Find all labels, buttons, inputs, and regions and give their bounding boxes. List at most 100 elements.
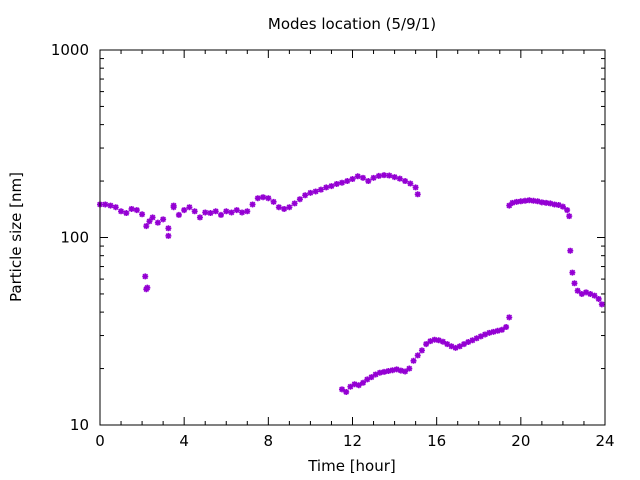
data-point [503, 324, 510, 331]
data-point [239, 209, 246, 216]
data-point [410, 357, 417, 364]
data-point [431, 336, 438, 343]
data-point [393, 366, 400, 373]
data-point [435, 337, 442, 344]
x-axis-label: Time [hour] [307, 457, 396, 475]
data-point [571, 280, 578, 287]
data-point [530, 197, 537, 204]
data-point [385, 368, 392, 375]
data-point [506, 314, 513, 321]
data-point [381, 172, 388, 179]
data-point [423, 341, 430, 348]
data-point [244, 208, 251, 215]
data-point [506, 202, 513, 209]
data-point [118, 208, 125, 215]
data-point [406, 365, 413, 372]
data-point [368, 374, 375, 381]
data-point [165, 225, 172, 232]
data-point [323, 184, 330, 191]
data-point [165, 232, 172, 239]
data-point [281, 205, 288, 212]
data-point [338, 179, 345, 186]
data-point [498, 326, 505, 333]
data-point [482, 331, 489, 338]
data-point [270, 198, 277, 205]
x-tick-label: 12 [343, 432, 362, 450]
data-point [360, 379, 367, 386]
data-point [381, 368, 388, 375]
data-point [547, 200, 554, 207]
data-point [349, 176, 356, 183]
x-tick-label: 16 [427, 432, 446, 450]
x-tick-label: 20 [511, 432, 530, 450]
data-point [344, 178, 351, 185]
data-point [144, 284, 151, 291]
data-point [486, 329, 493, 336]
data-point [465, 339, 472, 346]
data-point [207, 210, 214, 217]
data-point [343, 388, 350, 395]
data-point [175, 211, 182, 218]
data-point [291, 200, 298, 207]
data-point [543, 199, 550, 206]
data-point [427, 338, 434, 345]
data-point [469, 337, 476, 344]
y-tick-label: 1000 [51, 41, 89, 59]
data-point [407, 180, 414, 187]
data-point [160, 216, 167, 223]
data-point [312, 188, 319, 195]
x-tick-label: 8 [264, 432, 274, 450]
data-point [347, 383, 354, 390]
data-point [578, 290, 585, 297]
data-point [583, 289, 590, 296]
data-point [473, 335, 480, 342]
y-tick-label: 100 [60, 229, 89, 247]
data-point [587, 290, 594, 297]
data-point [414, 352, 421, 359]
data-point [265, 195, 272, 202]
data-point [477, 333, 484, 340]
plot-frame [99, 49, 606, 426]
x-tick-label: 0 [95, 432, 105, 450]
data-point [376, 369, 383, 376]
y-axis: 10 100 1000 [51, 41, 605, 434]
chart-title: Modes location (5/9/1) [268, 15, 436, 33]
data-point [139, 211, 146, 218]
data-point [360, 174, 367, 181]
data-point [595, 295, 602, 302]
data-point [490, 328, 497, 335]
data-point [186, 204, 193, 211]
data-point [338, 386, 345, 393]
data-point [181, 207, 188, 214]
data-point [386, 172, 393, 179]
data-point [461, 341, 468, 348]
data-point [328, 183, 335, 190]
data-point [567, 247, 574, 254]
data-point [402, 368, 409, 375]
data-point [418, 347, 425, 354]
data-point [123, 210, 130, 217]
data-point [217, 211, 224, 218]
data-point [317, 186, 324, 193]
data-point [202, 209, 209, 216]
data-point [494, 327, 501, 334]
data-point [142, 273, 149, 280]
data-point [143, 223, 150, 230]
data-point [196, 214, 203, 221]
x-tick-label: 24 [595, 432, 614, 450]
data-point [564, 207, 571, 214]
data-point [260, 194, 267, 201]
data-point [396, 175, 403, 182]
data-point [149, 214, 156, 221]
data-point [569, 269, 576, 276]
data-point [170, 202, 177, 209]
data-point [402, 178, 409, 185]
x-tick-label: 4 [179, 432, 189, 450]
data-point [566, 213, 573, 220]
data-point [439, 338, 446, 345]
plot-area [97, 172, 605, 395]
data-point [112, 204, 119, 211]
data-point [286, 204, 293, 211]
data-point [354, 173, 361, 180]
data-point [414, 191, 421, 198]
